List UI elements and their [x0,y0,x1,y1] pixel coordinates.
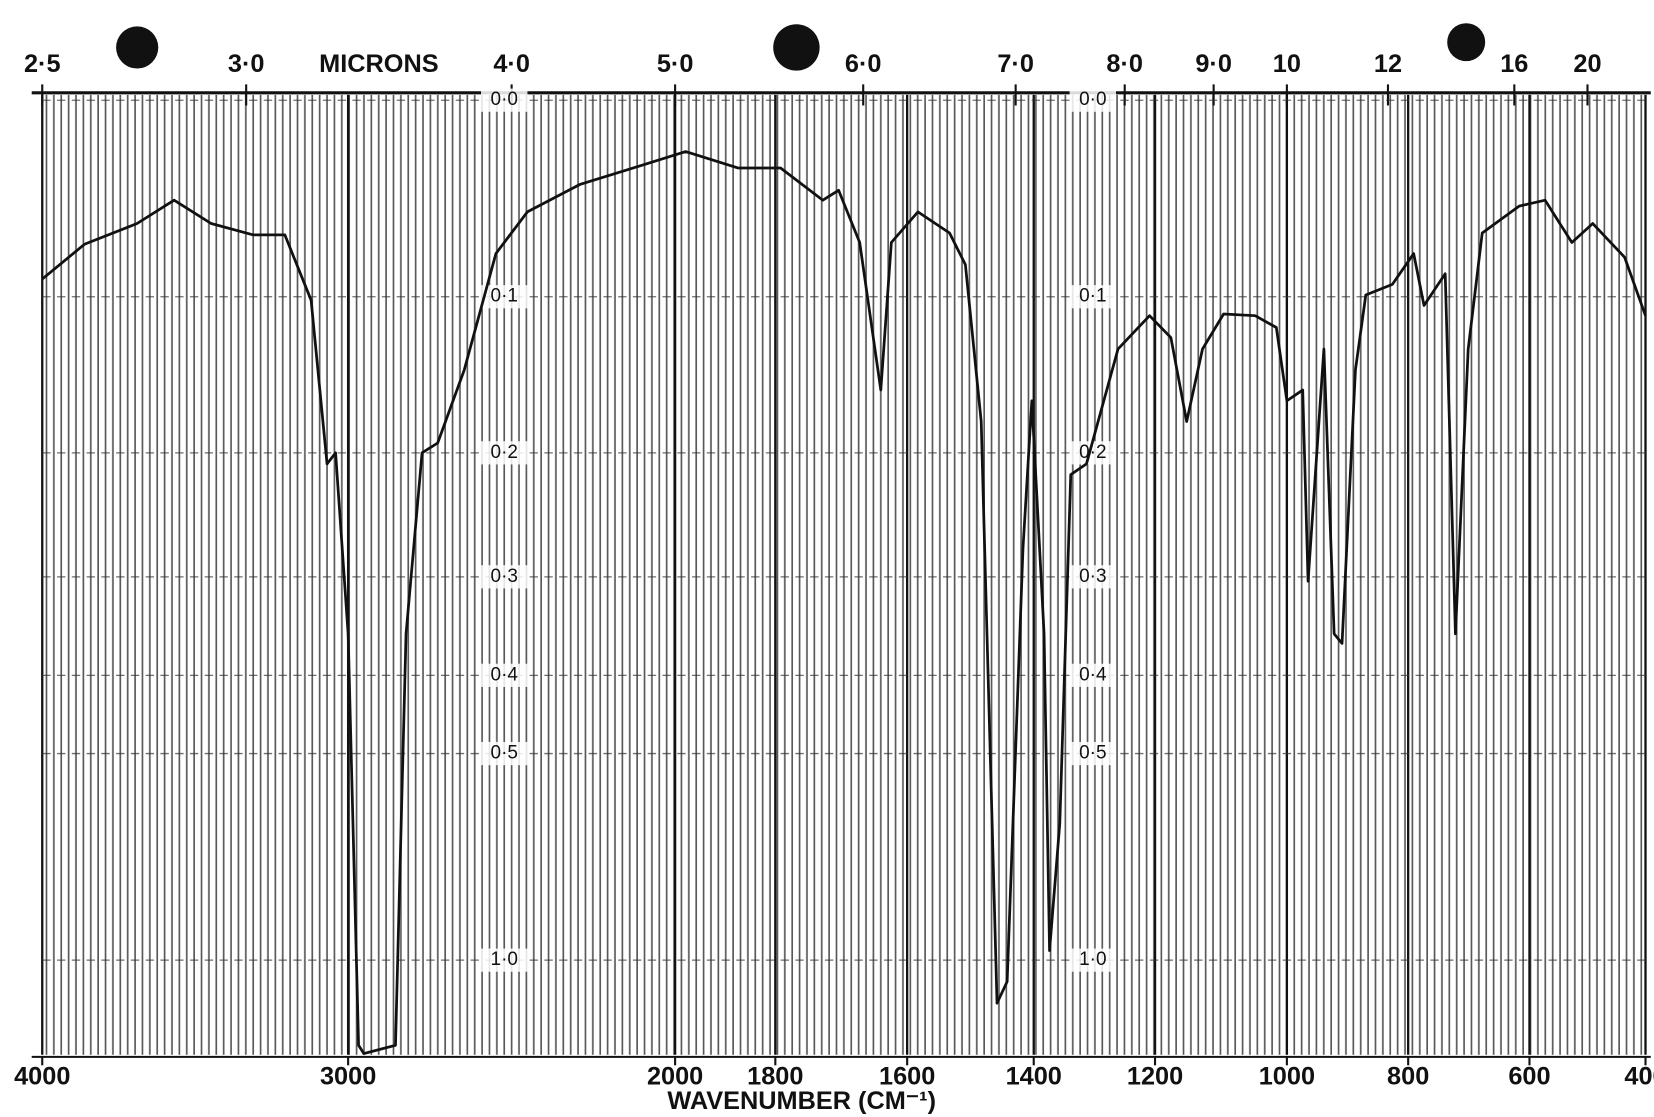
y-tick-label: 0·1 [491,286,518,307]
x2-tick-label: 3·0 [228,50,265,78]
x-tick-label: 1400 [1006,1063,1062,1091]
x2-tick-label: 6·0 [845,50,882,78]
punch-hole [1447,23,1486,62]
x-tick-label: 800 [1387,1063,1429,1091]
y-tick-label-bg [1069,441,1117,465]
x2-tick-label: 8·0 [1106,50,1143,78]
y-tick-label: 1·0 [1079,949,1106,970]
y-tick-label-bg [481,741,528,766]
x2-axis-label: MICRONS [319,50,438,78]
x2-tick-label: 10 [1273,50,1301,78]
y-tick-label: 0·2 [491,442,518,463]
y-tick-label-bg [481,948,528,972]
y-tick-label: 0·0 [1079,89,1106,110]
punch-hole [116,26,159,69]
x-tick-label: 3000 [320,1063,376,1091]
y-tick-label-bg [1069,285,1117,309]
y-tick-label: 0·3 [1079,566,1106,587]
x-tick-label: 1000 [1259,1063,1315,1091]
y-tick-label: 0·2 [1079,442,1106,463]
spectrum-line [41,150,1647,1055]
chart-paper [42,94,1646,1055]
y-tick-label-bg [481,88,528,112]
x2-tick-label: 9·0 [1195,50,1232,78]
x2-tick-label: 5·0 [657,50,694,78]
y-tick-label-bg [1069,565,1117,589]
y-tick-label-bg [1069,88,1117,112]
x-tick-label: 1600 [879,1063,935,1091]
y-tick-label-bg [1069,663,1117,687]
y-tick-label: 0·0 [491,89,518,110]
x2-tick-label: 12 [1374,50,1402,78]
x2-tick-label: 7·0 [997,50,1034,78]
y-tick-label: 1·0 [491,949,518,970]
x-tick-label: 2000 [647,1063,703,1091]
y-tick-label: 0·5 [1079,743,1106,764]
y-tick-label: 0·1 [1079,286,1106,307]
y-tick-label-bg [481,663,528,687]
x-tick-label: 400 [1624,1063,1654,1091]
y-tick-label-bg [1069,948,1117,972]
y-tick-label: 0·3 [491,566,518,587]
punch-hole [773,24,820,71]
y-tick-label-bg [481,441,528,465]
y-tick-label-bg [481,285,528,309]
x-tick-label: 1800 [747,1063,803,1091]
y-tick-label: 0·4 [1079,664,1106,685]
x2-tick-label: 4·0 [493,50,530,78]
x-tick-label: 4000 [14,1063,70,1091]
x2-tick-label: 20 [1573,50,1601,78]
y-tick-label: 0·5 [491,743,518,764]
x2-tick-label: 16 [1500,50,1528,78]
y-tick-label: 0·4 [491,664,518,685]
y-tick-label-bg [1069,741,1117,766]
x-axis-label: WAVENUMBER (CM⁻¹) [667,1087,936,1115]
x-tick-label: 1200 [1127,1063,1183,1091]
y-tick-label-bg [481,565,528,589]
x-tick-label: 600 [1508,1063,1550,1091]
x2-tick-label: 2·5 [24,50,61,78]
